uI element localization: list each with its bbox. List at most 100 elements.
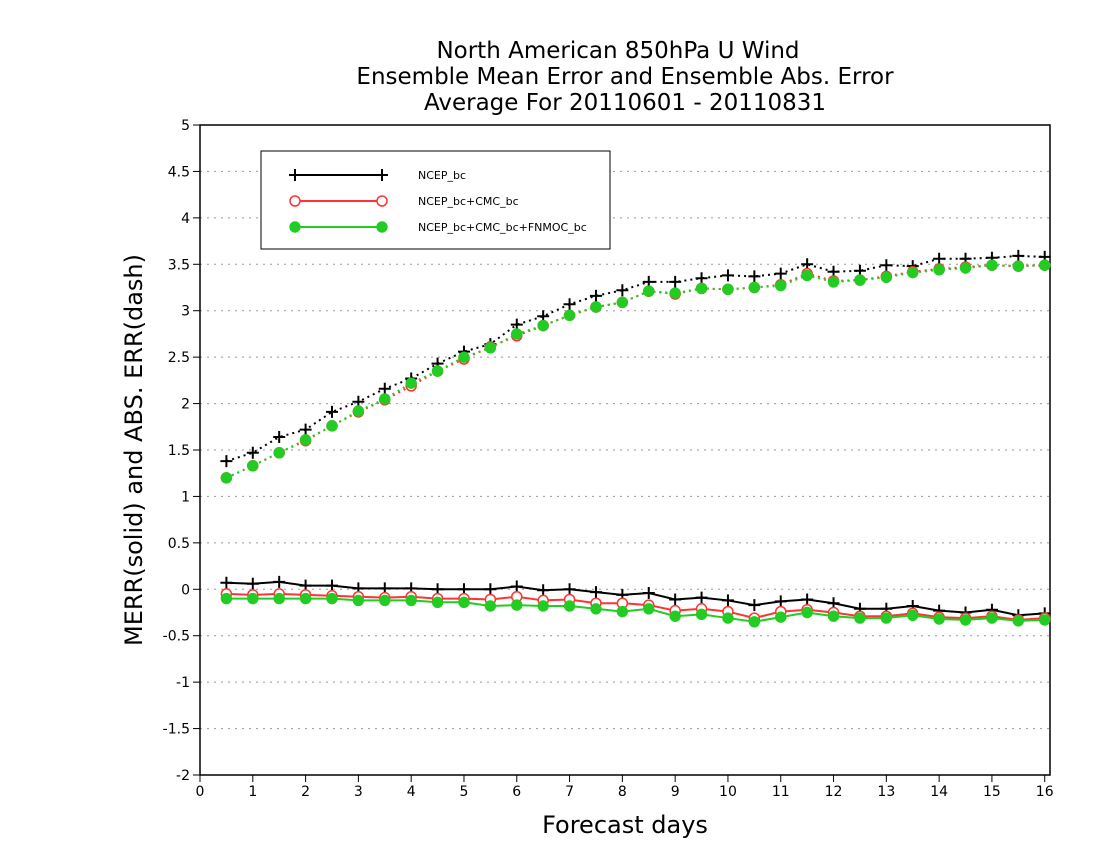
merr-point [590,603,602,615]
abs-err-point [721,269,734,282]
abs-err-point [1012,249,1025,262]
abs-err-point [907,266,919,279]
merr-point [563,600,576,612]
legend-marker [376,221,388,233]
abs-err-point [220,472,233,484]
abs-err-point [669,275,682,288]
merr-point [273,575,286,588]
abs-err-line [225,264,1045,479]
abs-err-point [246,446,259,459]
x-tick-label: 14 [930,784,948,800]
merr-point [643,603,655,615]
legend-marker [376,195,388,207]
abs-err-point [563,298,576,311]
y-tick-label: 3 [181,304,190,320]
merr-point [1039,614,1051,626]
legend: NCEP_bc NCEP_bc+CMC_bc NCEP_bc+CMC_bc+FNMO… [260,150,611,250]
abs-err-point [325,405,338,418]
abs-err-point [299,434,312,446]
merr-point [959,614,972,626]
abs-err-point [959,262,972,274]
merr-point [854,612,866,624]
y-tick-label: 3.5 [168,257,190,273]
x-tick-label: 0 [196,784,205,800]
merr-point [986,612,998,624]
merr-point [537,584,550,597]
abs-err-point [511,328,523,340]
abs-err-point [695,272,708,285]
merr-point [669,593,682,606]
x-tick-label: 16 [1036,784,1054,800]
abs-err-point [537,319,549,332]
abs-err-point [590,301,602,313]
abs-err-point [247,460,259,472]
abs-err-point [854,274,866,286]
merr-point [775,611,787,623]
abs-err-point [431,365,444,377]
abs-err-point [616,296,629,309]
y-tick-label: 2.5 [168,350,190,366]
y-tick-label: 2 [181,397,190,413]
x-tick-label: 15 [983,784,1001,800]
merr-point [247,592,259,605]
y-axis-ticks: 5 4.5 4 3.5 3 2.5 2 1.5 1 0.5 0 -0.5 -1 -1.5 -2 [163,118,200,784]
merr-point [458,596,470,608]
abs-err-point [484,342,497,354]
y-tick-label: 5 [181,118,190,134]
merr-point [721,594,734,607]
x-tick-label: 6 [512,784,521,800]
merr-point [616,605,629,618]
abs-err-point [589,289,602,302]
abs-err-point [563,309,576,322]
merr-point [642,587,655,599]
merr-point [563,583,576,596]
y-tick-label: -1 [176,675,190,691]
merr-point [246,577,259,590]
legend-entry-0: NCEP_bc [289,169,466,182]
abs-err-point [748,281,761,294]
merr-point [510,580,523,593]
legend-marker [289,169,301,181]
merr-point [748,599,761,612]
abs-err-point [643,285,655,297]
merr-point [484,600,497,612]
merr-point [220,592,233,605]
abs-err-point [616,284,629,297]
abs-err-point [801,269,813,282]
abs-err-point [722,283,734,296]
legend-marker [289,221,301,233]
series-lines [220,249,1051,628]
abs-err-point [352,405,365,417]
y-tick-label: -1.5 [163,722,190,738]
abs-err-point [405,377,417,389]
merr-point [669,610,681,622]
abs-err-point [669,287,681,299]
title-line-1: North American 850hPa U Wind [436,38,799,64]
y-tick-label: 4 [181,211,190,227]
x-tick-label: 9 [671,784,680,800]
merr-point [801,606,813,619]
merr-point [273,592,285,605]
merr-line [226,597,1045,623]
merr-point [801,593,814,606]
abs-err-point [880,259,893,272]
merr-point [352,594,365,607]
x-tick-label: 11 [772,784,790,800]
x-tick-label: 3 [354,784,363,800]
merr-point [827,610,840,622]
merr-point [748,616,761,628]
merr-point [589,586,602,599]
y-tick-label: -2 [176,768,190,784]
merr-point [431,596,444,608]
abs-err-line [226,254,1045,463]
y-tick-label: 1 [181,489,190,505]
x-tick-label: 12 [825,784,843,800]
merr-point [880,612,893,624]
series-1 [220,259,1051,626]
legend-label: NCEP_bc+CMC_bc [418,195,519,208]
x-axis-label: Forecast days [542,811,708,839]
merr-point [511,599,523,611]
series-2 [220,259,1051,628]
merr-point [722,612,734,624]
